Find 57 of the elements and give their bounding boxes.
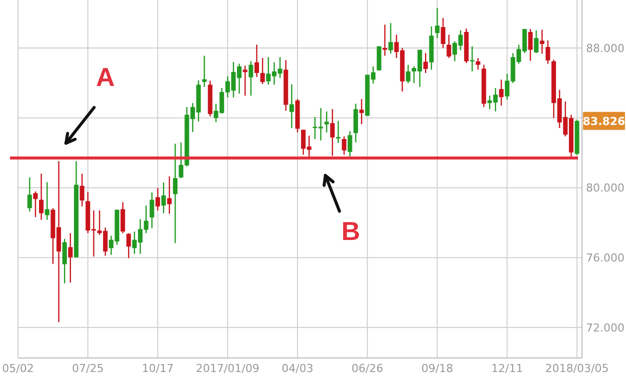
x-tick-label: 12/11 <box>491 362 523 375</box>
candlestick <box>353 103 358 143</box>
x-tick-label: 04/03 <box>282 362 314 375</box>
candlestick <box>540 29 544 54</box>
candlestick <box>476 57 480 70</box>
candlestick <box>254 44 260 78</box>
y-tick-label: 80.000 <box>586 182 624 195</box>
candlestick <box>440 17 446 49</box>
candlestick <box>324 110 329 133</box>
x-tick-label: 2018/03/05 <box>545 362 609 375</box>
candlestick <box>336 120 341 144</box>
candlestick <box>202 55 207 88</box>
candlestick <box>33 190 38 218</box>
candlestick <box>242 65 248 96</box>
candlestick <box>161 182 166 214</box>
annotation: B <box>341 216 360 246</box>
candlestick <box>330 108 335 156</box>
x-tick-label: 10/17 <box>142 362 174 375</box>
x-tick-label: 05/02 <box>2 362 34 375</box>
candlestick <box>546 40 550 64</box>
candlestick <box>120 202 126 234</box>
candlestick <box>248 60 254 96</box>
y-tick-label: 72.000 <box>586 321 624 334</box>
candlestick <box>172 143 178 244</box>
candlestick <box>126 232 131 259</box>
candlestick <box>289 84 294 129</box>
candlestick <box>470 46 474 72</box>
candlestick <box>68 232 73 284</box>
candlestick <box>406 64 410 84</box>
candlestick <box>80 173 84 208</box>
candlestick <box>528 28 533 62</box>
candlestick <box>39 173 44 220</box>
x-tick-label: 2017/01/09 <box>196 362 260 375</box>
candlestick <box>150 192 154 229</box>
y-tick-label: 76.000 <box>586 251 624 264</box>
candlestick <box>534 30 539 54</box>
y-tick-label: 88.000 <box>586 42 624 55</box>
candlestick <box>382 24 388 56</box>
candlestick <box>342 136 346 156</box>
candlestick <box>155 187 160 212</box>
candlestick <box>27 176 32 212</box>
candlestick <box>260 57 265 85</box>
candlestick <box>44 182 50 220</box>
candlestick <box>434 7 440 39</box>
candlestick <box>359 98 364 125</box>
candlestick <box>167 176 172 214</box>
candlestick <box>499 79 504 106</box>
x-tick-label: 09/18 <box>421 362 454 375</box>
candlestick <box>423 52 428 74</box>
candlestick <box>348 130 352 158</box>
candlestick <box>446 34 452 59</box>
annotation: A <box>96 62 116 92</box>
x-tick-label: 06/26 <box>352 362 384 375</box>
x-tick-label: 07/25 <box>72 362 104 375</box>
candlestick <box>62 238 67 284</box>
candlestick <box>388 22 393 54</box>
annotation: 83.826 <box>582 114 626 128</box>
